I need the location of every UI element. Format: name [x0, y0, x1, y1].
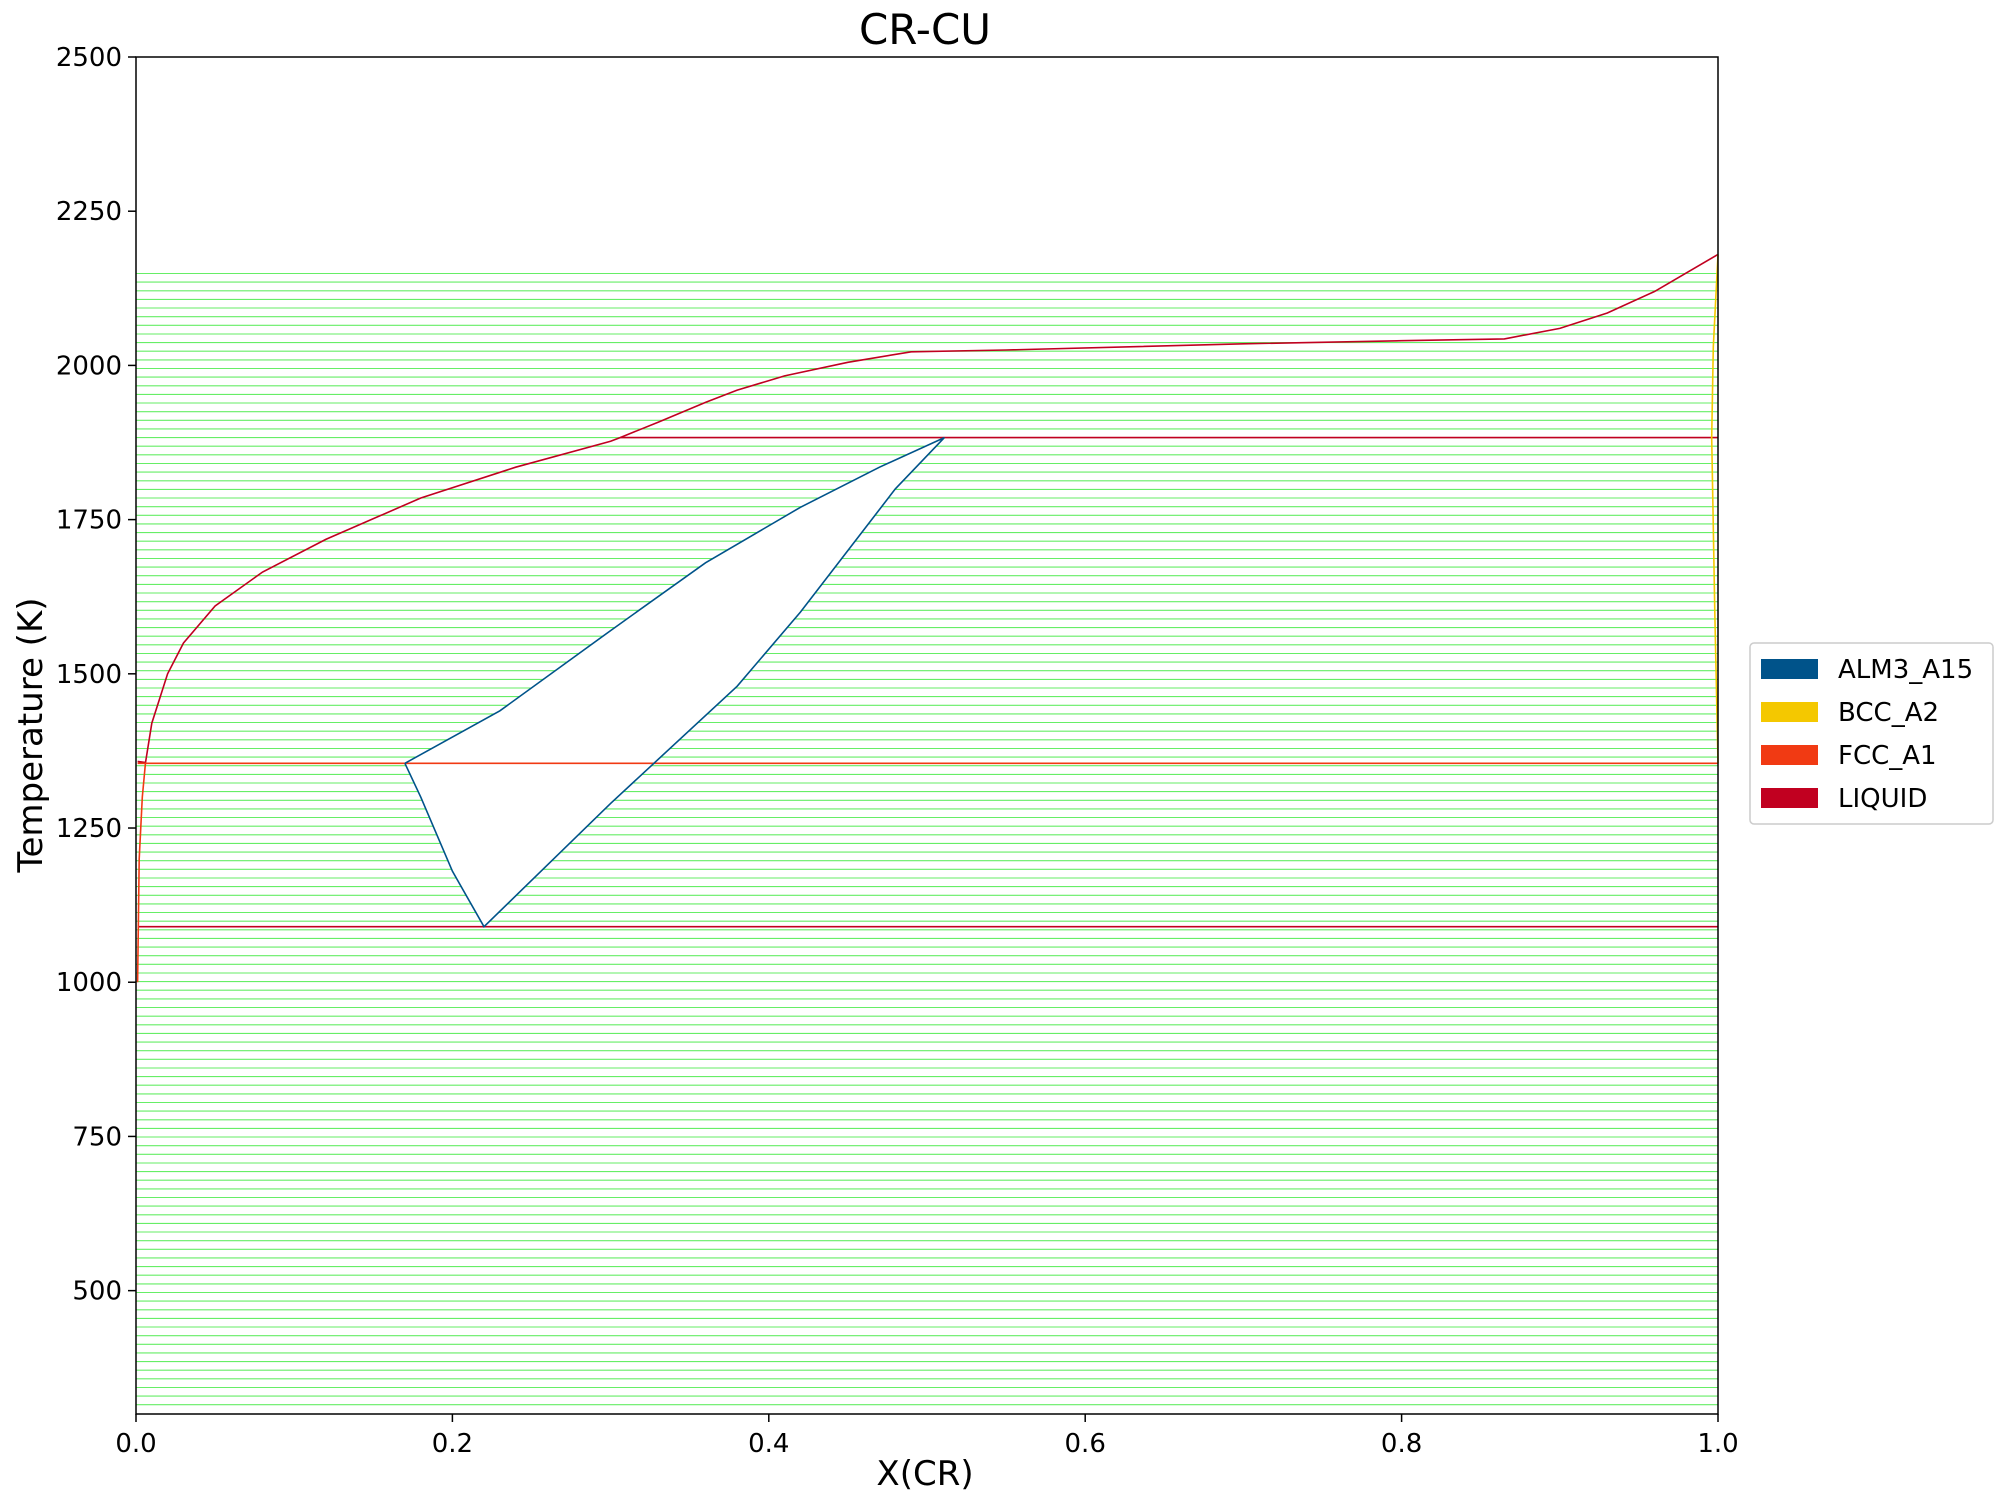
legend: ALM3_A15 BCC_A2 FCC_A1 LIQUID: [1749, 642, 1994, 825]
y-tick-label: 1250: [56, 814, 122, 844]
y-tick-label: 1500: [56, 660, 122, 690]
alm3-a15-boundary: [404, 436, 945, 928]
x-tick-label: 0.4: [748, 1429, 789, 1459]
y-tick-label: 2250: [56, 197, 122, 227]
legend-swatch-liquid: [1761, 788, 1818, 808]
x-tick-label: 0.8: [1381, 1429, 1422, 1459]
y-axis-label: Temperature (K): [11, 597, 51, 873]
legend-swatch-bcc-a2: [1761, 702, 1818, 722]
x-tick-label: 1.0: [1697, 1429, 1738, 1459]
tie-lines-layer: [136, 272, 1718, 1406]
legend-swatch-fcc-a1: [1761, 745, 1818, 765]
legend-label-bcc-a2: BCC_A2: [1838, 698, 1939, 728]
phase-boundary-layer: [136, 253, 1719, 983]
x-tick-label: 0.6: [1065, 1429, 1106, 1459]
legend-swatch-alm3-a15: [1761, 659, 1818, 679]
x-tick-label: 0.0: [115, 1429, 156, 1459]
y-tick-label: 2000: [56, 351, 122, 381]
legend-box: [1749, 642, 1994, 825]
x-axis-label: X(CR): [876, 1454, 973, 1494]
phase-fill-layer: [404, 437, 945, 927]
plot-frame: [135, 56, 1719, 1415]
legend-label-alm3-a15: ALM3_A15: [1838, 655, 1973, 685]
y-tick-label: 2500: [56, 43, 122, 73]
legend-label-fcc-a1: FCC_A1: [1838, 741, 1937, 771]
liquid-boundary: [137, 253, 1719, 764]
bcc-a2-boundary: [1710, 254, 1719, 764]
fcc-a1-boundary: [136, 762, 147, 983]
axis-ticks: 0.0 0.2 0.4 0.6 0.8 1.0 500 750 1000 1250 1500 1750…: [56, 43, 1739, 1459]
alm3-a15-region: [404, 437, 945, 927]
y-tick-label: 1750: [56, 506, 122, 536]
y-tick-label: 1000: [56, 968, 122, 998]
y-tick-label: 750: [72, 1122, 122, 1152]
y-tick-label: 500: [72, 1277, 122, 1307]
chart-title: CR-CU: [859, 5, 991, 54]
legend-label-liquid: LIQUID: [1838, 784, 1927, 814]
x-tick-label: 0.2: [432, 1429, 473, 1459]
